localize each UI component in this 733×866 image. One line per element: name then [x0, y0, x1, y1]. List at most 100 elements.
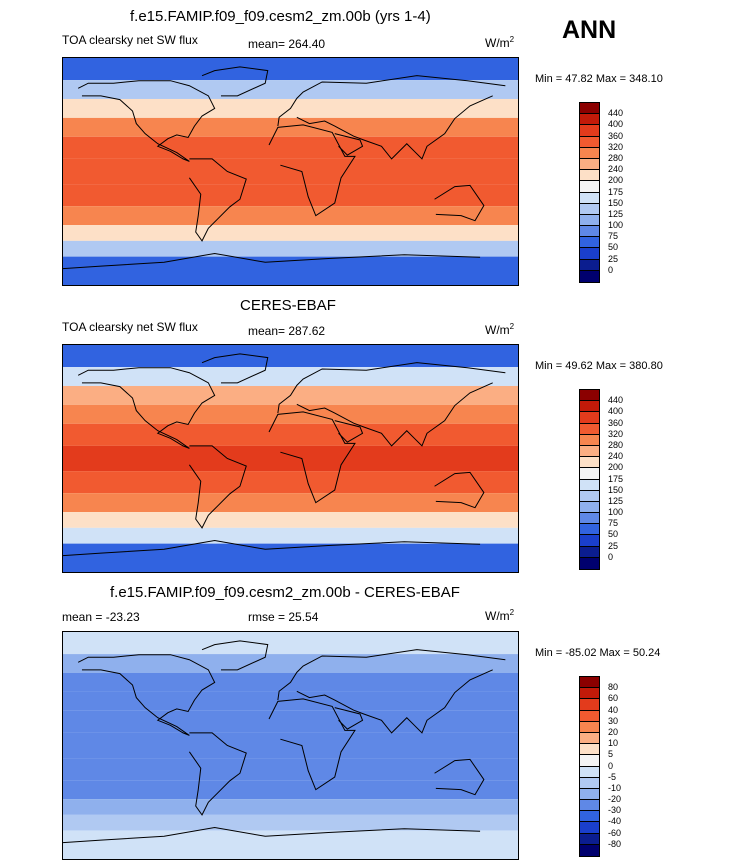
panel-3-colorbar-tick-label: 30	[608, 715, 619, 726]
panel-1-band-7	[63, 206, 518, 226]
panel-1-greenland-outline	[201, 66, 269, 97]
panel-3-colorbar-swatch-1	[580, 688, 599, 700]
panel-2-band-0	[63, 345, 518, 368]
panel-2-colorbar-swatch-1	[580, 401, 599, 413]
panel-1-colorbar-swatch-13	[580, 248, 599, 260]
panel-3-colorbar-swatch-3	[580, 710, 599, 722]
panel-2-band-8	[63, 512, 518, 528]
panel-1-band-3	[63, 117, 518, 137]
panel-3-colorbar-swatch-12	[580, 811, 599, 823]
panel-3-band-7	[63, 780, 518, 800]
panel-1-map-svg	[63, 58, 518, 285]
panel-3-colorbar-tick-label: -5	[608, 771, 617, 782]
panel-3-colorbar-swatch-6	[580, 744, 599, 756]
panel-3-colorbar-tick-label: -40	[608, 816, 622, 827]
panel-2-antarctica-outline	[63, 539, 481, 557]
panel-3-mean-label: mean = -23.23	[62, 610, 140, 624]
panel-3-north-america-outline	[77, 654, 216, 736]
panel-2-band-6	[63, 471, 518, 494]
panel-2-colorbar-tick-label: 280	[608, 439, 624, 450]
panel-3-colorbar-swatch-2	[580, 699, 599, 711]
panel-1-colorbar-tick-label: 240	[608, 164, 624, 175]
panel-2-colorbar-tick-label: 125	[608, 495, 624, 506]
panel-2-colorbar-swatch-8	[580, 479, 599, 491]
panel-2-colorbar-tick-label: 50	[608, 529, 619, 540]
panel-2-mean-label: mean= 287.62	[248, 324, 326, 338]
panel-1-colorbar-tick-label: 400	[608, 119, 624, 130]
panel-2-title: CERES-EBAF	[240, 297, 336, 314]
panel-2-colorbar-tick-label: 75	[608, 518, 619, 529]
panel-2-colorbar-swatch-6	[580, 457, 599, 469]
panel-1-colorbar-swatch-15	[580, 270, 599, 282]
panel-3-band-3	[63, 691, 518, 711]
panel-1-colorbar-swatch-8	[580, 192, 599, 204]
panel-1-colorbar-tick-label: 200	[608, 175, 624, 186]
panel-1-colorbar-swatch-6	[580, 170, 599, 182]
panel-1-colorbar-tick-label: 125	[608, 208, 624, 219]
panel-1-colorbar-swatch-1	[580, 114, 599, 126]
panel-1-colorbar-tick-label: 175	[608, 186, 624, 197]
panel-2-band-3	[63, 404, 518, 424]
panel-1-colorbar-tick-label: 440	[608, 108, 624, 119]
panel-2-map	[62, 344, 519, 573]
panel-2-eurasia-outline	[277, 362, 506, 414]
panel-3-colorbar-tick-label: 0	[608, 760, 614, 771]
panel-1-eurasia-outline	[277, 75, 506, 127]
panel-1-north-america-outline	[77, 80, 216, 162]
panel-1-colorbar-swatch-11	[580, 226, 599, 238]
panel-3-colorbar-tick-label: 10	[608, 738, 619, 749]
panel-3-colorbar	[579, 676, 600, 857]
panel-1-eurasia-outline	[296, 95, 493, 160]
panel-3-greenland-outline	[201, 640, 269, 671]
panel-1-colorbar-tick-label: 100	[608, 220, 624, 231]
panel-1-colorbar-tick-label: 25	[608, 253, 619, 264]
panel-1-colorbar-swatch-10	[580, 214, 599, 227]
panel-3-colorbar-swatch-15	[580, 844, 599, 856]
panel-2-colorbar-swatch-2	[580, 412, 599, 424]
panel-2-colorbar-tick-label: 200	[608, 462, 624, 473]
panel-1-mean-label: mean= 264.40	[248, 37, 326, 51]
panel-2-colorbar-tick-label: 0	[608, 551, 614, 562]
panel-3-colorbar-tick-label: 20	[608, 726, 619, 737]
panel-3-band-0	[63, 632, 518, 655]
panel-2-colorbar-tick-label: 320	[608, 428, 624, 439]
panel-2-colorbar-tick-label: 440	[608, 395, 624, 406]
panel-3-colorbar-tick-label: -10	[608, 782, 622, 793]
panel-3-colorbar-swatch-8	[580, 766, 599, 778]
panel-3-colorbar-swatch-0	[580, 677, 599, 689]
panel-3-colorbar-tick-label: 80	[608, 682, 619, 693]
panel-1-colorbar-tick-label: 360	[608, 130, 624, 141]
panel-2-north-america-outline	[77, 367, 216, 449]
panel-1-units-label: W/m2	[485, 35, 515, 50]
panel-2-variable-label: TOA clearsky net SW flux	[62, 320, 198, 334]
panel-2-colorbar-tick-label: 175	[608, 473, 624, 484]
panel-1-colorbar-swatch-4	[580, 147, 599, 159]
panel-2-colorbar-tick-label: 400	[608, 406, 624, 417]
panel-2-band-5	[63, 445, 518, 472]
panel-1-colorbar-swatch-3	[580, 136, 599, 148]
panel-2-band-7	[63, 493, 518, 513]
panel-3-colorbar-swatch-4	[580, 721, 599, 733]
panel-2-colorbar-swatch-15	[580, 557, 599, 569]
panel-3-arabia-outline	[334, 707, 364, 730]
panel-3-south-america-outline	[188, 732, 247, 816]
panel-3-colorbar-swatch-9	[580, 777, 599, 789]
panel-3-colorbar-swatch-5	[580, 732, 599, 745]
panel-2-arabia-outline	[334, 420, 364, 443]
panel-1-band-6	[63, 184, 518, 207]
panel-1-band-5	[63, 158, 518, 185]
panel-2-colorbar-swatch-11	[580, 513, 599, 525]
panel-1-band-0	[63, 58, 518, 81]
panel-3-eurasia-outline	[277, 649, 506, 701]
panel-3-units-label: W/m2	[485, 608, 515, 623]
panel-1-colorbar-swatch-7	[580, 181, 599, 193]
panel-3-map-svg	[63, 632, 518, 859]
panel-2-colorbar	[579, 389, 600, 570]
panel-1-minmax-label: Min = 47.82 Max = 348.10	[535, 73, 663, 85]
panel-1-australia-outline	[434, 184, 485, 222]
panel-1-colorbar-tick-label: 75	[608, 231, 619, 242]
panel-2-colorbar-swatch-12	[580, 524, 599, 536]
panel-1-colorbar-swatch-12	[580, 237, 599, 249]
panel-1-band-8	[63, 225, 518, 241]
panel-3-band-4	[63, 710, 518, 733]
